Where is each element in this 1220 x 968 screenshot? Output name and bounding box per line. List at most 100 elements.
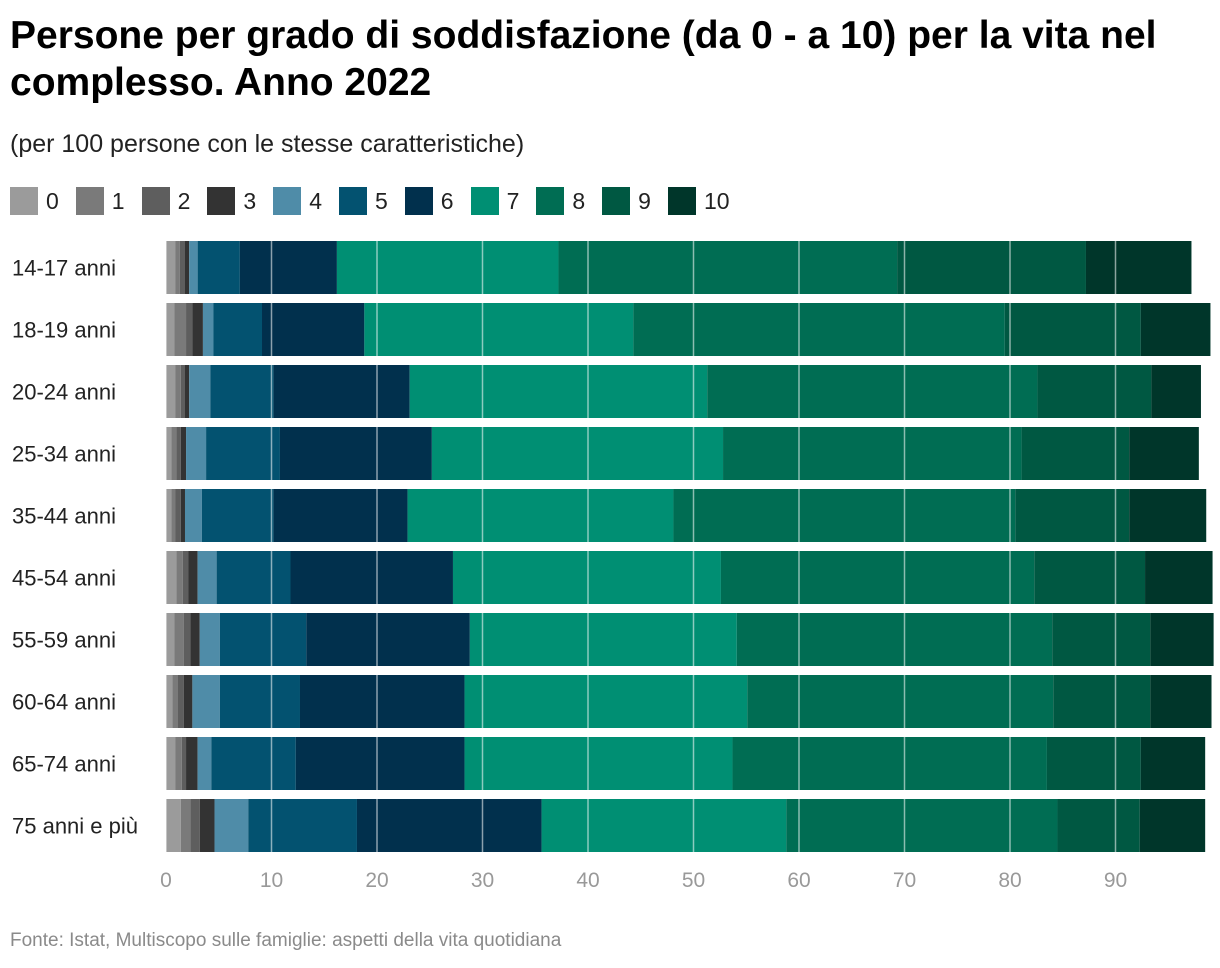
bar-segment [166,737,176,790]
legend-label-1: 1 [111,187,125,214]
x-tick-label: 50 [682,869,705,892]
bar-segment [299,675,465,728]
x-tick-label: 90 [1104,869,1127,892]
bar-segment [633,303,1005,356]
legend-swatch-10 [667,187,696,215]
bar-segment [189,365,211,418]
bar-segment [673,489,1016,542]
bar-segment [279,427,432,480]
bar-segment [273,365,410,418]
bar-segment [1139,799,1206,852]
bar-segment [192,675,220,728]
bar-segment [897,241,1086,294]
bar-segment [197,737,212,790]
bar-segment [1037,365,1152,418]
category-label: 25-34 anni [12,442,116,467]
bar-segment [1140,303,1211,356]
bar-segment [409,365,708,418]
legend-item-9: 9 [602,187,651,215]
bar-segment [206,427,280,480]
bar-segment [1052,613,1151,666]
bar-segment [166,427,172,480]
bar-segment [1145,551,1213,604]
legend-swatch-9 [602,187,631,215]
legend-label-6: 6 [440,187,454,214]
bar-segment [181,737,187,790]
category-label: 75 anni e più [12,814,138,839]
legend-item-7: 7 [470,187,519,215]
bar-segment [239,241,337,294]
bar-segment [747,675,1054,728]
bar-segment [182,551,189,604]
legend-label-9: 9 [638,187,651,214]
legend-item-10: 10 [667,187,730,215]
bar-segment [175,241,180,294]
bar-segment [1150,613,1214,666]
bar-segment [186,737,198,790]
legend-swatch-8 [536,187,565,215]
bar-segment [166,799,181,852]
bar-segment [166,303,175,356]
bar-segment [336,241,559,294]
chart-title: Persone per grado di soddisfazione (da 0… [10,14,1157,104]
bar-segment [1129,489,1207,542]
category-label: 55-59 anni [12,628,116,653]
bar-segment [248,799,357,852]
legend-label-2: 2 [177,187,191,214]
bar-segment [183,675,193,728]
bar-segment [1046,737,1141,790]
x-tick-label: 40 [576,869,599,892]
x-tick-label: 80 [998,869,1021,892]
bar-segment [1053,675,1151,728]
bar-segment [186,303,193,356]
bar-segment [306,613,470,666]
bar-segment [213,303,263,356]
bar-segment [736,613,1053,666]
bar-segment [166,613,175,666]
bar-segment [175,365,181,418]
x-tick-label: 70 [893,869,916,892]
bar-segment [166,489,172,542]
category-label: 18-19 anni [12,318,116,343]
x-tick-label: 20 [365,869,388,892]
source-note: Fonte: Istat, Multiscopo sulle famiglie:… [10,930,562,951]
stacked-bar-chart: 14-17 anni 18-19 anni 20-24 anni 25-34 anni… [12,241,1214,892]
bar-segment [707,365,1038,418]
bar-segment [216,551,291,604]
bar-segment [1150,675,1212,728]
bar-segment [464,737,733,790]
bar-segment [175,737,182,790]
legend-item-6: 6 [404,187,454,215]
bar-segment [177,675,184,728]
legend-label-0: 0 [46,187,59,214]
bar-segment [199,613,220,666]
bar-segment [1129,427,1199,480]
legend-item-4: 4 [273,187,322,215]
bar-segment [174,303,187,356]
category-label: 14-17 anni [12,256,116,281]
bar-segment [180,427,187,480]
bar-segment [452,551,721,604]
category-label: 60-64 anni [12,690,116,715]
bar-segment [214,799,249,852]
legend-item-0: 0 [10,187,59,215]
bar-segment [723,427,1022,480]
bar-segment [171,427,177,480]
bar-segment [180,799,191,852]
legend-swatch-7 [470,187,499,215]
bar-segment [356,799,542,852]
legend-swatch-5 [338,187,367,215]
bar-segment [558,241,898,294]
bar-segment [192,303,203,356]
bar-segment [219,675,300,728]
legend-swatch-4 [273,187,302,215]
bar-segment [210,365,274,418]
bar-segment [189,241,198,294]
legend-swatch-0 [10,187,38,215]
bar-segment [1004,303,1141,356]
bar-segment [786,799,1058,852]
legend-label-3: 3 [243,187,257,214]
bar-segment [174,613,184,666]
legend-label-10: 10 [703,187,730,214]
bar-segment [464,675,748,728]
